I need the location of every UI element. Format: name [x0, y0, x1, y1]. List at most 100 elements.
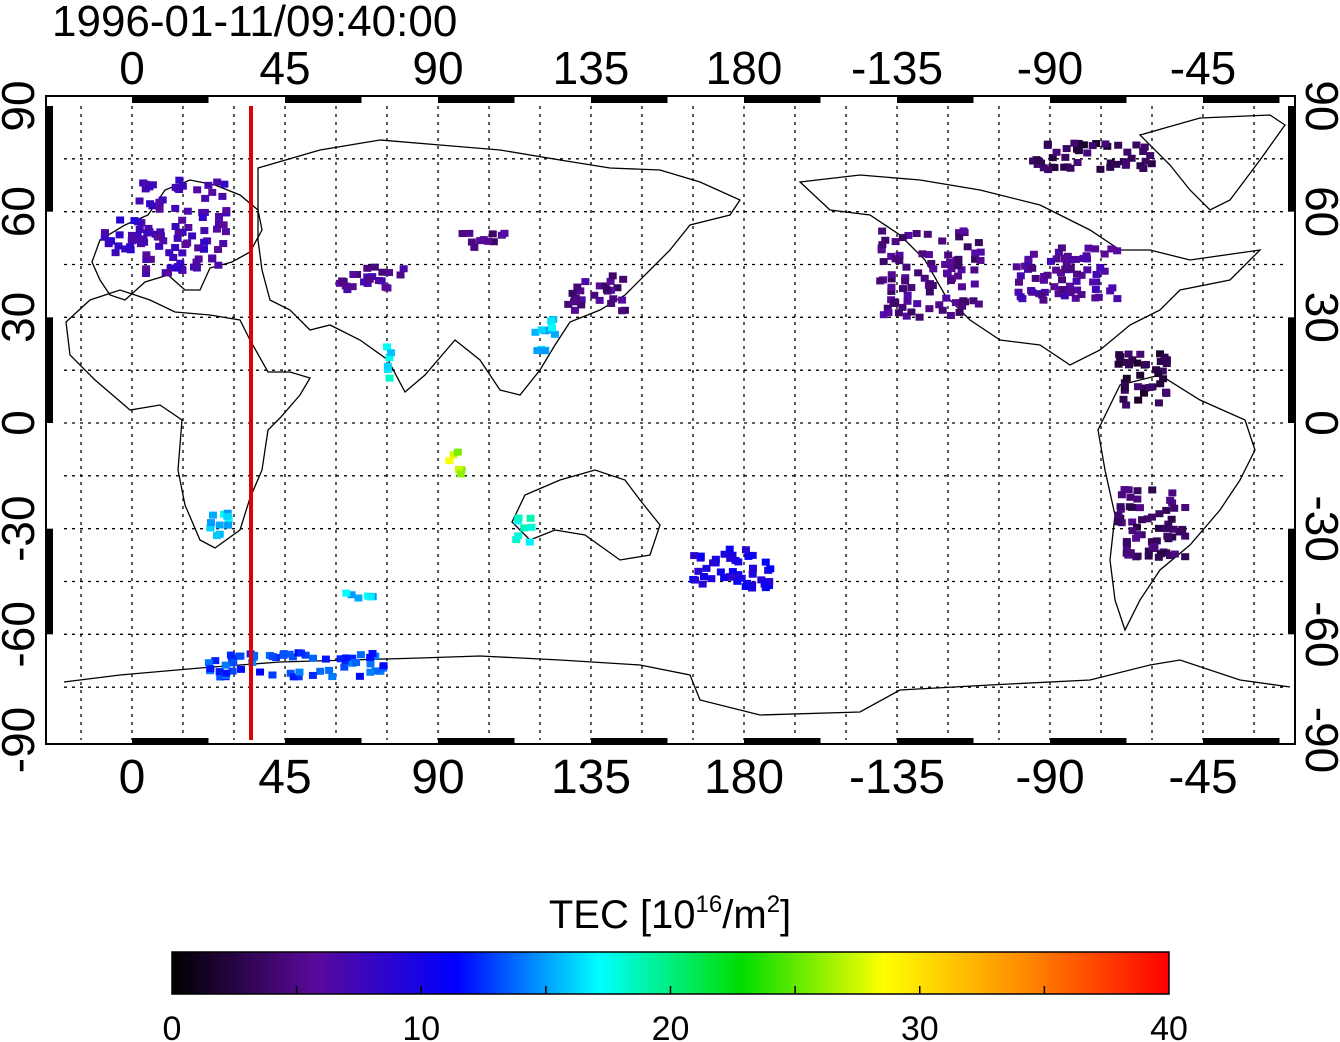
- tec-point: [1128, 518, 1137, 526]
- tec-point: [1139, 147, 1148, 155]
- tec-point: [211, 657, 220, 665]
- tec-point: [595, 296, 604, 304]
- australia-coast: [511, 469, 661, 561]
- tec-point: [748, 551, 757, 559]
- tec-point: [1089, 278, 1098, 286]
- tec-point: [748, 570, 757, 578]
- tec-point: [1096, 165, 1105, 173]
- tec-point: [550, 330, 559, 338]
- tec-point: [895, 251, 904, 259]
- tec-point: [879, 311, 888, 319]
- lat-tick-label: -90: [0, 707, 44, 773]
- axis-bands: [47, 97, 1294, 744]
- tec-point: [146, 255, 155, 263]
- tec-point: [1092, 270, 1101, 278]
- tec-point: [942, 294, 951, 302]
- lat-tick-label: 30: [1296, 292, 1340, 343]
- tec-point: [199, 245, 208, 253]
- tec-point: [159, 237, 168, 245]
- axis-band-top: [1203, 97, 1280, 103]
- tec-point: [396, 271, 405, 279]
- tec-point: [1124, 486, 1133, 494]
- tec-point: [171, 244, 180, 252]
- lon-tick-label: -90: [1015, 751, 1084, 804]
- lat-tick-label: 0: [1296, 410, 1340, 436]
- tec-point: [1033, 160, 1042, 168]
- tec-point: [1156, 350, 1165, 358]
- tec-point: [514, 514, 523, 522]
- tec-point: [184, 224, 193, 232]
- tec-point: [301, 651, 310, 659]
- tec-point: [458, 230, 467, 238]
- north-america-coast: [798, 174, 1262, 366]
- tec-point: [342, 654, 351, 662]
- tec-point: [1037, 291, 1046, 299]
- lon-ticks-top: 0 45 90 135 180 -135 -90 -45: [119, 42, 1236, 94]
- axis-band-right: [1288, 317, 1294, 423]
- tec-point: [969, 297, 978, 305]
- tec-point: [918, 250, 927, 258]
- tec-point: [218, 192, 227, 200]
- tec-point: [1060, 163, 1069, 171]
- tec-point: [1120, 379, 1129, 387]
- axis-band-top: [438, 97, 515, 103]
- tec-point: [887, 252, 896, 260]
- tec-point: [1147, 160, 1156, 168]
- colorbar-title: TEC [1016/m2]: [549, 891, 791, 937]
- tec-point: [913, 300, 922, 308]
- tec-point: [215, 668, 224, 676]
- tec-point: [1077, 271, 1086, 279]
- tec-point: [954, 255, 963, 263]
- tec-point: [1058, 285, 1067, 293]
- tec-point: [514, 532, 523, 540]
- tec-point: [887, 275, 896, 283]
- lon-ticks-bottom: 0 45 90 135 180 -135 -90 -45: [119, 751, 1238, 804]
- tec-point: [1170, 504, 1179, 512]
- tec-point: [1128, 356, 1137, 364]
- axis-band-bottom: [897, 738, 974, 744]
- tec-point: [890, 299, 899, 307]
- tec-point: [618, 296, 627, 304]
- tec-point: [1046, 257, 1055, 265]
- tec-point: [942, 269, 951, 277]
- tec-point: [1169, 525, 1178, 533]
- africa-coast: [65, 289, 311, 549]
- lon-tick-label: 135: [551, 751, 631, 804]
- tec-point: [135, 197, 144, 205]
- tec-point: [971, 249, 980, 257]
- tec-point: [881, 236, 890, 244]
- tec-point: [1144, 552, 1153, 560]
- tec-point: [912, 230, 921, 238]
- tec-point: [221, 661, 230, 669]
- tec-point: [1106, 159, 1115, 167]
- tec-point: [223, 512, 232, 520]
- tec-point: [206, 665, 215, 673]
- tec-point: [208, 254, 217, 262]
- tec-point: [201, 194, 210, 202]
- tec-point: [125, 243, 134, 251]
- tec-point: [1073, 270, 1082, 278]
- tec-point: [1028, 264, 1037, 272]
- tec-point: [193, 186, 202, 194]
- tec-point: [702, 564, 711, 572]
- tec-point: [155, 242, 164, 250]
- tec-point: [1031, 274, 1040, 282]
- tec-point: [731, 556, 740, 564]
- lon-tick-label: -135: [851, 42, 943, 94]
- tec-point: [698, 580, 707, 588]
- tec-point: [164, 269, 173, 277]
- tec-point: [385, 354, 394, 362]
- tec-point: [1083, 149, 1092, 157]
- tec-point: [1073, 286, 1082, 294]
- colorbar-tick-label: 10: [402, 1010, 440, 1042]
- tec-point: [1181, 504, 1190, 512]
- tec-point: [383, 284, 392, 292]
- tec-point: [1126, 493, 1135, 501]
- tec-point: [1122, 159, 1131, 167]
- tec-point: [1054, 248, 1063, 256]
- tec-point: [127, 237, 136, 245]
- tec-point: [146, 200, 155, 208]
- tec-point: [1132, 141, 1141, 149]
- tec-point: [467, 238, 476, 246]
- lon-tick-label: -45: [1170, 42, 1236, 94]
